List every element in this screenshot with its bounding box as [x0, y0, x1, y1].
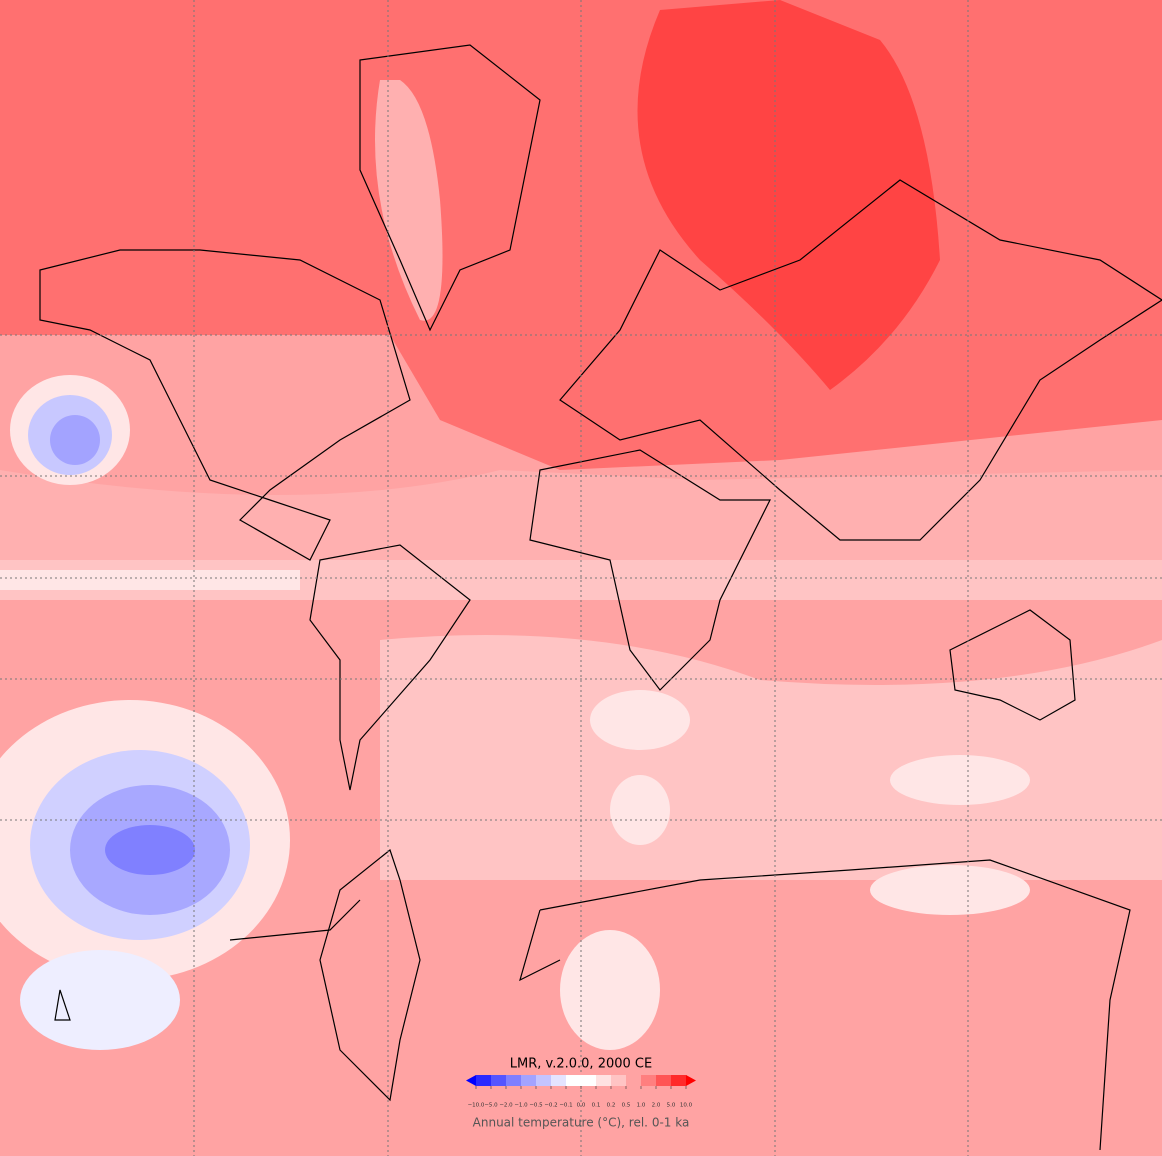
colorbar-bin — [656, 1075, 672, 1086]
colorbar-bin — [596, 1075, 612, 1086]
colorbar-tick-label: 2.0 — [652, 1103, 661, 1109]
colorbar-title: LMR, v.2.0.0, 2000 CE — [510, 1057, 652, 1072]
colorbar-bin — [521, 1075, 537, 1086]
colorbar-bin — [626, 1075, 642, 1086]
colorbar-tick-label: 1.0 — [637, 1103, 646, 1109]
colorbar-bin — [671, 1075, 687, 1086]
colorbar-caption: Annual temperature (°C), rel. 0-1 ka — [473, 1116, 690, 1130]
colorbar-tick-label: −0.5 — [529, 1103, 543, 1109]
colorbar-tick-label: 0.0 — [577, 1103, 586, 1109]
colorbar-bin — [641, 1075, 657, 1086]
colorbar-tick-label: −5.0 — [484, 1103, 498, 1109]
colorbar-tick-label: 0.1 — [592, 1103, 601, 1109]
colorbar-bin — [476, 1075, 492, 1086]
colorbar-under — [466, 1075, 476, 1086]
colorbar-tick-label: −0.2 — [544, 1103, 557, 1109]
colorbar-tick-label: 10.0 — [680, 1103, 693, 1109]
colorbar-tick-label: 0.5 — [622, 1103, 631, 1109]
colorbar-tick-label: 5.0 — [667, 1103, 676, 1109]
colorbar-tick-label: 0.2 — [607, 1103, 616, 1109]
colorbar-tick-label: −1.0 — [514, 1103, 528, 1109]
colorbar-bin — [491, 1075, 507, 1086]
coastlines — [39, 44, 1162, 1151]
colorbar-bin — [536, 1075, 552, 1086]
colorbar-bin — [551, 1075, 567, 1086]
colorbar: −10.0 −5.0 −2.0 −1.0 −0.5 −0.2 −0.1 0.0 0.1 0.2 0.… — [466, 1075, 696, 1109]
colorbar-bin — [506, 1075, 522, 1086]
colorbar-tick-label: −2.0 — [499, 1103, 513, 1109]
colorbar-bin — [581, 1075, 597, 1086]
colorbar-tick-label: −0.1 — [559, 1103, 572, 1109]
colorbar-bin — [611, 1075, 627, 1086]
colorbar-bin — [566, 1075, 582, 1086]
colorbar-over — [686, 1075, 696, 1086]
colorbar-tick-label: −10.0 — [468, 1103, 485, 1109]
